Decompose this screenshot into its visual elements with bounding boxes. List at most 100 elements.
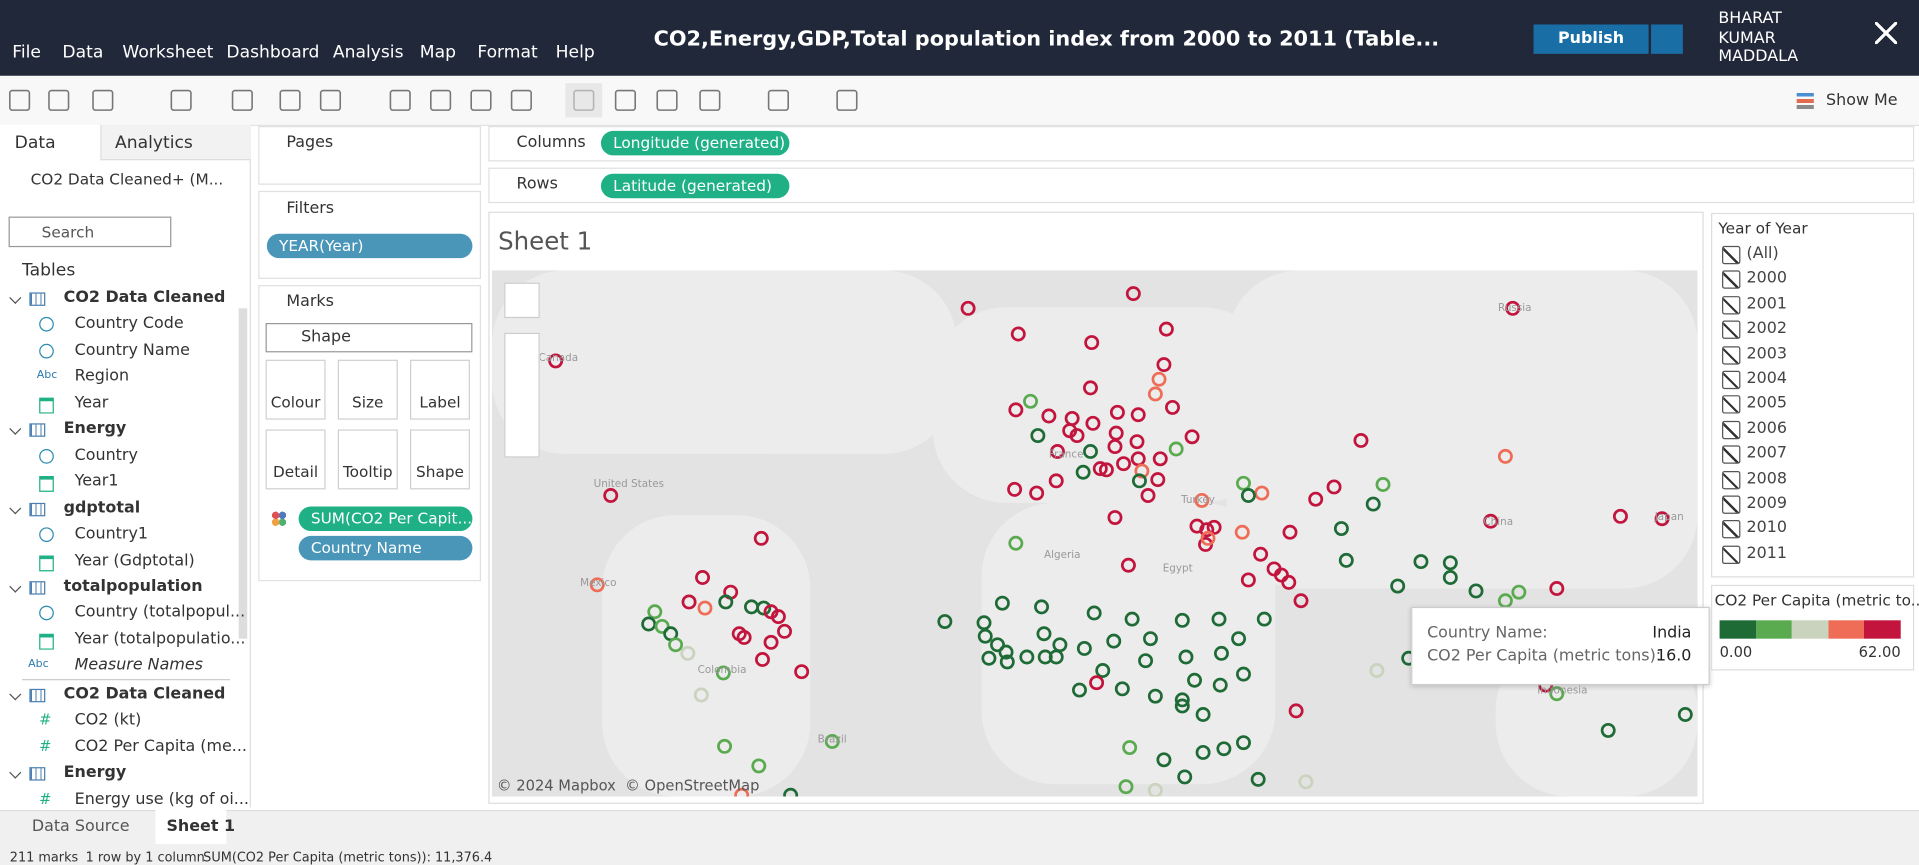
mark-button-label[interactable]: Size — [352, 392, 384, 412]
search-placeholder[interactable]: Search — [41, 222, 95, 242]
checkbox[interactable] — [1722, 320, 1741, 340]
year-option[interactable]: 2007 — [1746, 444, 1788, 463]
checkbox[interactable] — [1722, 470, 1741, 489]
year-option[interactable]: 2001 — [1746, 294, 1788, 313]
analytics-tab[interactable] — [100, 124, 251, 161]
publish-dropdown[interactable] — [1651, 24, 1683, 54]
table-icon — [29, 767, 46, 781]
field[interactable]: CO2 (kt) — [74, 711, 142, 730]
mark-button[interactable]: Colour — [265, 359, 326, 420]
year-option[interactable]: 2002 — [1746, 319, 1788, 338]
year-option[interactable]: 2000 — [1746, 269, 1788, 289]
map-mark — [1147, 386, 1163, 402]
mark-button[interactable]: Detail — [265, 429, 326, 490]
search-box[interactable] — [8, 216, 172, 248]
field[interactable]: Region — [74, 367, 130, 386]
map-mark — [977, 628, 993, 644]
filter-pill[interactable]: YEAR(Year) — [266, 233, 473, 259]
mark-button[interactable]: Label — [410, 359, 470, 420]
table-header[interactable]: totalpopulation — [63, 577, 203, 596]
checkbox[interactable] — [1722, 520, 1741, 539]
tab-label[interactable]: Analytics — [115, 133, 193, 153]
user-name[interactable]: KUMAR — [1718, 28, 1776, 48]
tab-label[interactable]: Data — [14, 133, 56, 153]
field[interactable]: CO2 Per Capita (me... — [74, 737, 247, 756]
map-zoom-controls[interactable] — [504, 332, 540, 458]
user-name[interactable]: BHARAT — [1718, 9, 1782, 29]
map-mark — [937, 614, 953, 630]
mark-type-dropdown[interactable] — [265, 323, 473, 353]
field[interactable]: Energy use (kg of oi... — [74, 789, 249, 809]
mark-pill[interactable]: SUM(CO2 Per Capit... — [298, 506, 473, 531]
checkbox[interactable] — [1722, 270, 1741, 290]
year-option[interactable]: 2006 — [1746, 419, 1788, 438]
year-option[interactable]: 2011 — [1746, 544, 1788, 563]
data-source-name[interactable]: CO2 Data Cleaned+ (M... — [30, 170, 224, 189]
field[interactable]: Measure Names — [74, 656, 203, 675]
checkbox[interactable] — [1722, 370, 1741, 390]
mark-button-label[interactable]: Tooltip — [342, 462, 393, 481]
close-button[interactable] — [1875, 22, 1898, 45]
menu-item[interactable]: Worksheet — [122, 42, 214, 63]
mark-pill[interactable]: Country Name — [298, 535, 473, 561]
menu-item[interactable]: Data — [62, 42, 104, 63]
map-search-button[interactable] — [504, 282, 540, 319]
menu-item[interactable]: Dashboard — [226, 42, 320, 63]
tab[interactable]: Sheet 1 — [166, 817, 236, 836]
checkbox[interactable] — [1722, 420, 1741, 439]
menu-item[interactable]: Help — [555, 42, 595, 63]
year-option[interactable]: 2010 — [1746, 519, 1788, 538]
menu-item[interactable]: Format — [477, 42, 538, 63]
field[interactable]: Year (totalpopulatio... — [74, 629, 246, 649]
table-header[interactable]: Energy — [63, 419, 127, 439]
field[interactable]: Country (totalpopul... — [74, 603, 246, 623]
table-header[interactable]: CO2 Data Cleaned — [63, 288, 226, 308]
table-header[interactable]: CO2 Data Cleaned — [63, 684, 226, 704]
mark-button[interactable]: Tooltip — [337, 429, 398, 490]
show-me[interactable]: Show Me — [1826, 91, 1898, 111]
field[interactable]: Country Name — [74, 341, 190, 360]
field[interactable]: Year1 — [74, 472, 119, 491]
map-mark — [1036, 626, 1052, 642]
field[interactable]: Year (Gdptotal) — [74, 551, 195, 570]
mark-button-label[interactable]: Colour — [270, 392, 321, 412]
map-mark — [1187, 672, 1202, 688]
table-header[interactable]: gdptotal — [63, 498, 141, 518]
mark-button-label[interactable]: Detail — [273, 462, 319, 481]
mark-type[interactable]: Shape — [301, 327, 351, 347]
checkbox[interactable] — [1722, 395, 1741, 415]
year-option[interactable]: 2009 — [1746, 494, 1788, 513]
menu-item[interactable]: File — [12, 42, 41, 63]
checkbox[interactable] — [1722, 345, 1741, 365]
tab[interactable]: Data Source — [31, 817, 130, 836]
mark-button-label[interactable]: Shape — [416, 462, 464, 481]
publish-button[interactable]: Publish — [1533, 24, 1649, 54]
checkbox[interactable] — [1722, 545, 1741, 564]
user-name[interactable]: MADDALA — [1718, 47, 1799, 67]
checkbox[interactable] — [1722, 245, 1741, 265]
field[interactable]: Country1 — [74, 524, 148, 544]
checkbox[interactable] — [1722, 295, 1741, 315]
table-header[interactable]: Energy — [63, 763, 127, 782]
field[interactable]: Year — [74, 393, 109, 413]
field[interactable]: Country — [74, 446, 138, 465]
data-tab[interactable] — [0, 124, 101, 162]
shelf-pill[interactable]: Latitude (generated) — [600, 173, 790, 199]
menu-item[interactable]: Analysis — [332, 42, 404, 63]
menu-item[interactable]: Map — [419, 42, 456, 63]
map-mark — [1288, 703, 1304, 719]
checkbox[interactable] — [1722, 495, 1741, 514]
checkbox[interactable] — [1722, 445, 1741, 464]
mark-button[interactable]: Shape — [410, 429, 470, 490]
tooltip-value: 16.0 — [1655, 647, 1692, 666]
shelf-pill[interactable]: Longitude (generated) — [600, 130, 790, 156]
map-mark — [1326, 479, 1342, 495]
year-option[interactable]: 2005 — [1746, 394, 1788, 413]
year-option[interactable]: 2003 — [1746, 344, 1788, 363]
year-option[interactable]: (All) — [1746, 244, 1779, 264]
mark-button[interactable]: Size — [337, 359, 398, 420]
mark-button-label[interactable]: Label — [419, 392, 461, 412]
year-option[interactable]: 2008 — [1746, 469, 1788, 488]
field[interactable]: Country Code — [74, 314, 184, 334]
year-option[interactable]: 2004 — [1746, 369, 1788, 388]
